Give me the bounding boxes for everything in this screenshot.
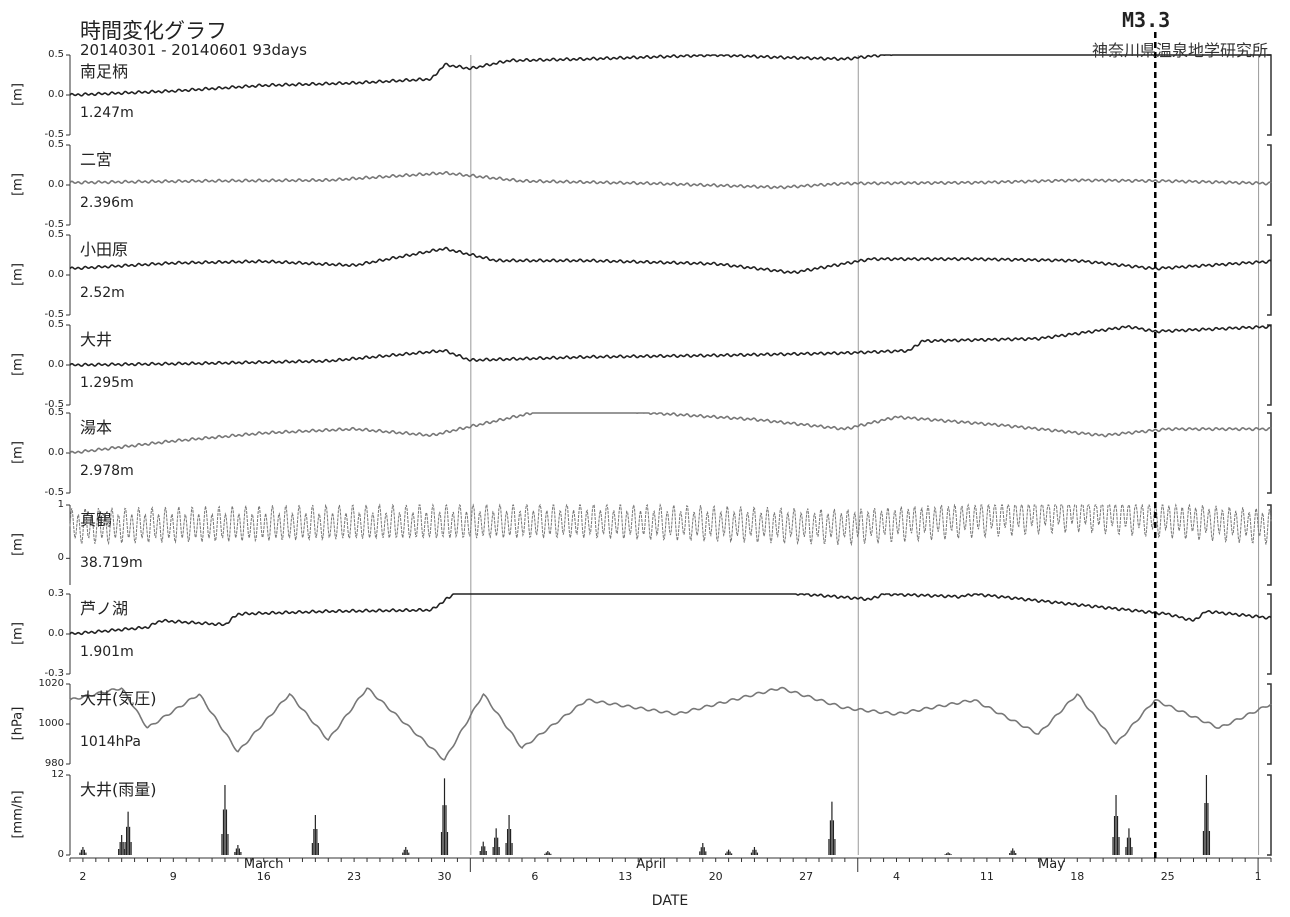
y-tick-label: 980 xyxy=(44,758,64,769)
right-bracket xyxy=(1267,234,1272,316)
panel-name: 小田原 xyxy=(80,240,129,259)
panel-name: 真鶴 xyxy=(80,510,113,529)
x-tick-label: 18 xyxy=(1070,870,1085,883)
right-bracket xyxy=(1267,683,1272,765)
y-tick-label: 0.0 xyxy=(48,89,64,100)
x-tick-label: 4 xyxy=(892,870,900,883)
x-tick-label: 16 xyxy=(256,870,271,883)
y-tick-label: -0.5 xyxy=(44,487,64,498)
y-tick-label: -0.5 xyxy=(44,309,64,320)
y-tick-label: 1000 xyxy=(38,718,64,729)
panel-name: 大井(雨量) xyxy=(80,780,157,799)
panel-reference: 38.719m xyxy=(80,555,143,571)
right-bracket xyxy=(1267,144,1272,226)
y-axis-label: [m] xyxy=(10,622,26,645)
y-tick-label: 0.0 xyxy=(48,447,64,458)
panel-name: 芦ノ湖 xyxy=(80,599,129,618)
panel-name: 二宮 xyxy=(80,150,113,169)
right-bracket xyxy=(1267,54,1272,136)
y-tick-label: 12 xyxy=(51,769,64,780)
y-tick-label: -0.5 xyxy=(44,129,64,140)
y-axis-label: [mm/h] xyxy=(10,790,26,839)
y-tick-label: 0.5 xyxy=(48,229,64,240)
y-tick-label: 0.5 xyxy=(48,139,64,150)
y-tick-label: -0.5 xyxy=(44,219,64,230)
x-tick-label: 1 xyxy=(1254,870,1262,883)
y-tick-label: 0 xyxy=(57,849,64,860)
x-tick-label: 20 xyxy=(708,870,723,883)
y-tick-label: -0.3 xyxy=(44,668,64,679)
y-axis-label: [m] xyxy=(10,83,26,106)
panel-reference: 2.52m xyxy=(80,285,125,301)
event-label: M3.3 xyxy=(1122,8,1171,32)
y-axis-label: [m] xyxy=(10,441,26,464)
month-label: May xyxy=(1038,857,1065,872)
chart-title: 時間変化グラフ xyxy=(80,19,227,43)
series-line xyxy=(69,54,1271,97)
series-line xyxy=(69,246,1272,275)
panel-name: 大井(気圧) xyxy=(80,689,157,708)
series-line xyxy=(69,593,1272,636)
y-axis-label: [m] xyxy=(10,173,26,196)
y-axis-label: [m] xyxy=(10,263,26,286)
y-tick-label: -0.5 xyxy=(44,399,64,410)
y-axis-label: [hPa] xyxy=(10,706,26,741)
right-bracket xyxy=(1267,324,1272,406)
x-tick-label: 25 xyxy=(1160,870,1175,883)
x-tick-label: 2 xyxy=(79,870,87,883)
date-range: 20140301 - 20140601 93days xyxy=(80,41,307,59)
y-tick-label: 1 xyxy=(57,499,64,510)
panel-reference: 1.247m xyxy=(80,105,134,121)
right-bracket xyxy=(1267,593,1272,675)
month-label: March xyxy=(243,857,284,872)
panel-name: 南足柄 xyxy=(80,62,129,81)
panel-reference: 1.295m xyxy=(80,375,134,391)
y-tick-label: 0.3 xyxy=(48,588,64,599)
y-tick-label: 1020 xyxy=(38,678,64,689)
series-line xyxy=(69,324,1272,367)
right-bracket xyxy=(1267,504,1272,586)
y-tick-label: 0.5 xyxy=(48,49,64,60)
series-line xyxy=(69,412,1272,454)
x-tick-label: 23 xyxy=(347,870,362,883)
x-tick-label: 11 xyxy=(979,870,994,883)
institute-name: 神奈川県温泉地学研究所 xyxy=(1091,41,1268,60)
month-label: April xyxy=(636,857,666,872)
series-line xyxy=(69,170,1272,190)
y-tick-label: 0.5 xyxy=(48,319,64,330)
y-tick-label: 0 xyxy=(57,552,64,564)
panel-reference: 2.396m xyxy=(80,195,134,211)
panel-reference: 1.901m xyxy=(80,644,134,660)
y-tick-label: 0.5 xyxy=(48,407,64,418)
y-tick-label: 0.0 xyxy=(48,628,64,639)
panel-reference: 2.978m xyxy=(80,463,134,479)
y-axis-label: [m] xyxy=(10,533,26,556)
x-tick-label: 13 xyxy=(618,870,633,883)
y-tick-label: 0.0 xyxy=(48,179,64,190)
series-line xyxy=(69,686,1272,761)
x-tick-label: 27 xyxy=(799,870,814,883)
y-tick-label: 0.0 xyxy=(48,359,64,370)
panel-name: 大井 xyxy=(80,330,113,349)
series-line xyxy=(69,503,1272,547)
y-axis-label: [m] xyxy=(10,353,26,376)
x-tick-label: 6 xyxy=(531,870,539,883)
y-tick-label: 0.0 xyxy=(48,269,64,280)
panel-reference: 1014hPa xyxy=(80,734,141,750)
x-tick-label: 9 xyxy=(169,870,177,883)
x-axis-title: DATE xyxy=(651,893,689,909)
right-bracket xyxy=(1267,774,1272,856)
right-bracket xyxy=(1267,412,1272,494)
x-tick-label: 30 xyxy=(437,870,452,883)
panel-name: 湯本 xyxy=(80,418,113,437)
